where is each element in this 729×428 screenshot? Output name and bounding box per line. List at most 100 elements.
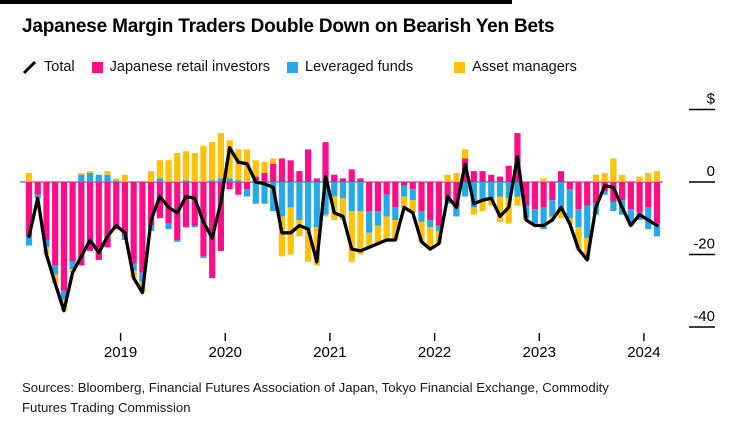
bar-segment-asset [540, 178, 547, 182]
bar-segment-asset [366, 232, 373, 248]
bar-segment-retail [52, 182, 59, 266]
bar-segment-leveraged [43, 240, 50, 248]
bar-segment-leveraged [69, 261, 76, 269]
bar-segment-retail [584, 182, 591, 206]
bar-segment-leveraged [278, 182, 286, 217]
bar-segment-asset [165, 160, 172, 182]
sources-line-2: Futures Trading Commission [22, 399, 191, 415]
bar-segment-leveraged [305, 182, 312, 230]
bar-segment-leveraged [400, 185, 408, 197]
bar-segment-retail [78, 182, 85, 266]
bar-segment-retail [305, 149, 312, 182]
bar-segment-retail [357, 178, 364, 182]
y-axis-label: -20 [693, 236, 715, 253]
bar-segment-retail [148, 182, 155, 226]
bar-segment-leveraged [139, 272, 146, 282]
bar-segment-retail [418, 182, 425, 211]
bar-segment-retail [165, 182, 172, 224]
chart-legend: Total Japanese retail investors Leverage… [22, 59, 577, 75]
bar-segment-retail [113, 182, 120, 230]
bar-segment-leveraged [226, 178, 233, 182]
bar-segment-leveraged [78, 174, 85, 182]
bar-segment-asset [514, 196, 521, 206]
bar-segment-leveraged [514, 182, 521, 197]
bar-segment-leveraged [601, 191, 608, 195]
y-axis-label: 0 [707, 163, 715, 180]
bar-segment-asset [25, 172, 33, 182]
bar-segment-leveraged [25, 236, 33, 246]
bar-segment-asset [209, 142, 216, 181]
bar-segment-retail [69, 182, 76, 262]
bar-segment-asset [409, 200, 416, 213]
bar-segment-leveraged [270, 182, 277, 211]
bar-segment-leveraged [584, 205, 591, 239]
chart-title: Japanese Margin Traders Double Down on B… [22, 16, 555, 37]
bar-segment-leveraged [348, 182, 355, 211]
bar-segment-asset [636, 176, 643, 182]
bar-segment-leveraged [653, 223, 661, 237]
bar-segment-leveraged [557, 182, 565, 211]
diagonal-line-icon [22, 60, 37, 74]
bar-segment-asset [182, 151, 190, 181]
bar-segment-retail [653, 182, 661, 224]
bar-segment-retail [488, 174, 495, 182]
sources-line-1: Sources: Bloomberg, Financial Futures As… [22, 380, 609, 395]
bar-segment-leveraged [52, 265, 59, 275]
bar-segment-asset [392, 220, 399, 240]
bar-segment-asset [296, 220, 303, 237]
x-axis-year-label: 2023 [523, 344, 556, 360]
bar-segment-retail [322, 142, 329, 182]
bar-segment-asset [653, 171, 661, 182]
bar-segment-asset [383, 216, 390, 240]
bar-segment-asset [261, 162, 268, 173]
legend-label-total: Total [44, 59, 75, 75]
bar-segment-retail [60, 182, 67, 291]
bar-segment-retail [400, 182, 408, 186]
bar-segment-retail [531, 182, 538, 210]
bar-segment-leveraged [165, 223, 172, 230]
bar-segment-retail [496, 176, 504, 182]
x-axis-year-label: 2019 [104, 344, 137, 360]
bar-segment-retail [235, 182, 242, 195]
stacked-bar-line-chart: $0 -20 -40 2019 2020 2021 2022 2023 2024 [20, 91, 716, 361]
bar-segment-leveraged [418, 211, 425, 222]
x-axis-year-label: 2020 [209, 344, 242, 360]
bar-segment-leveraged [409, 189, 416, 201]
bar-segment-leveraged [252, 182, 259, 204]
bar-segment-leveraged [479, 182, 486, 201]
top-accent-bar [0, 0, 512, 4]
bar-segment-asset [305, 229, 312, 262]
sources-note: Sources: Bloomberg, Financial Futures As… [22, 378, 712, 418]
bar-segment-asset [496, 196, 504, 222]
legend-item-leveraged: Leveraged funds [287, 59, 413, 75]
bar-segment-leveraged [191, 225, 198, 228]
legend-item-asset: Asset managers [454, 59, 577, 75]
asset-swatch-icon [454, 61, 466, 73]
total-line [27, 145, 659, 313]
bar-segment-retail [339, 178, 347, 182]
bar-segment-retail [383, 182, 390, 195]
bar-segment-leveraged [86, 172, 94, 182]
bar-segment-retail [645, 182, 652, 208]
bar-segment-asset [645, 172, 652, 182]
legend-label-leveraged: Leveraged funds [305, 59, 414, 75]
bar-segment-leveraged [104, 174, 111, 182]
bar-segment-asset [592, 174, 600, 182]
bar-segment-asset [374, 225, 381, 244]
bar-segment-retail [209, 182, 216, 279]
bar-segment-leveraged [392, 207, 399, 221]
bar-segment-leveraged [156, 178, 163, 182]
legend-item-total: Total [22, 59, 75, 75]
leveraged-swatch-icon [287, 61, 299, 73]
bar-segment-asset [104, 171, 111, 175]
bar-segment-retail [25, 182, 33, 237]
bar-segment-retail [636, 182, 643, 213]
bar-segment-asset [86, 171, 94, 173]
bar-segment-retail [366, 182, 373, 211]
bar-segment-retail [121, 182, 129, 237]
bar-segment-leveraged [261, 182, 268, 204]
bar-segment-asset [339, 198, 347, 221]
bar-segment-leveraged [470, 182, 477, 208]
bar-segment-leveraged [435, 225, 443, 231]
